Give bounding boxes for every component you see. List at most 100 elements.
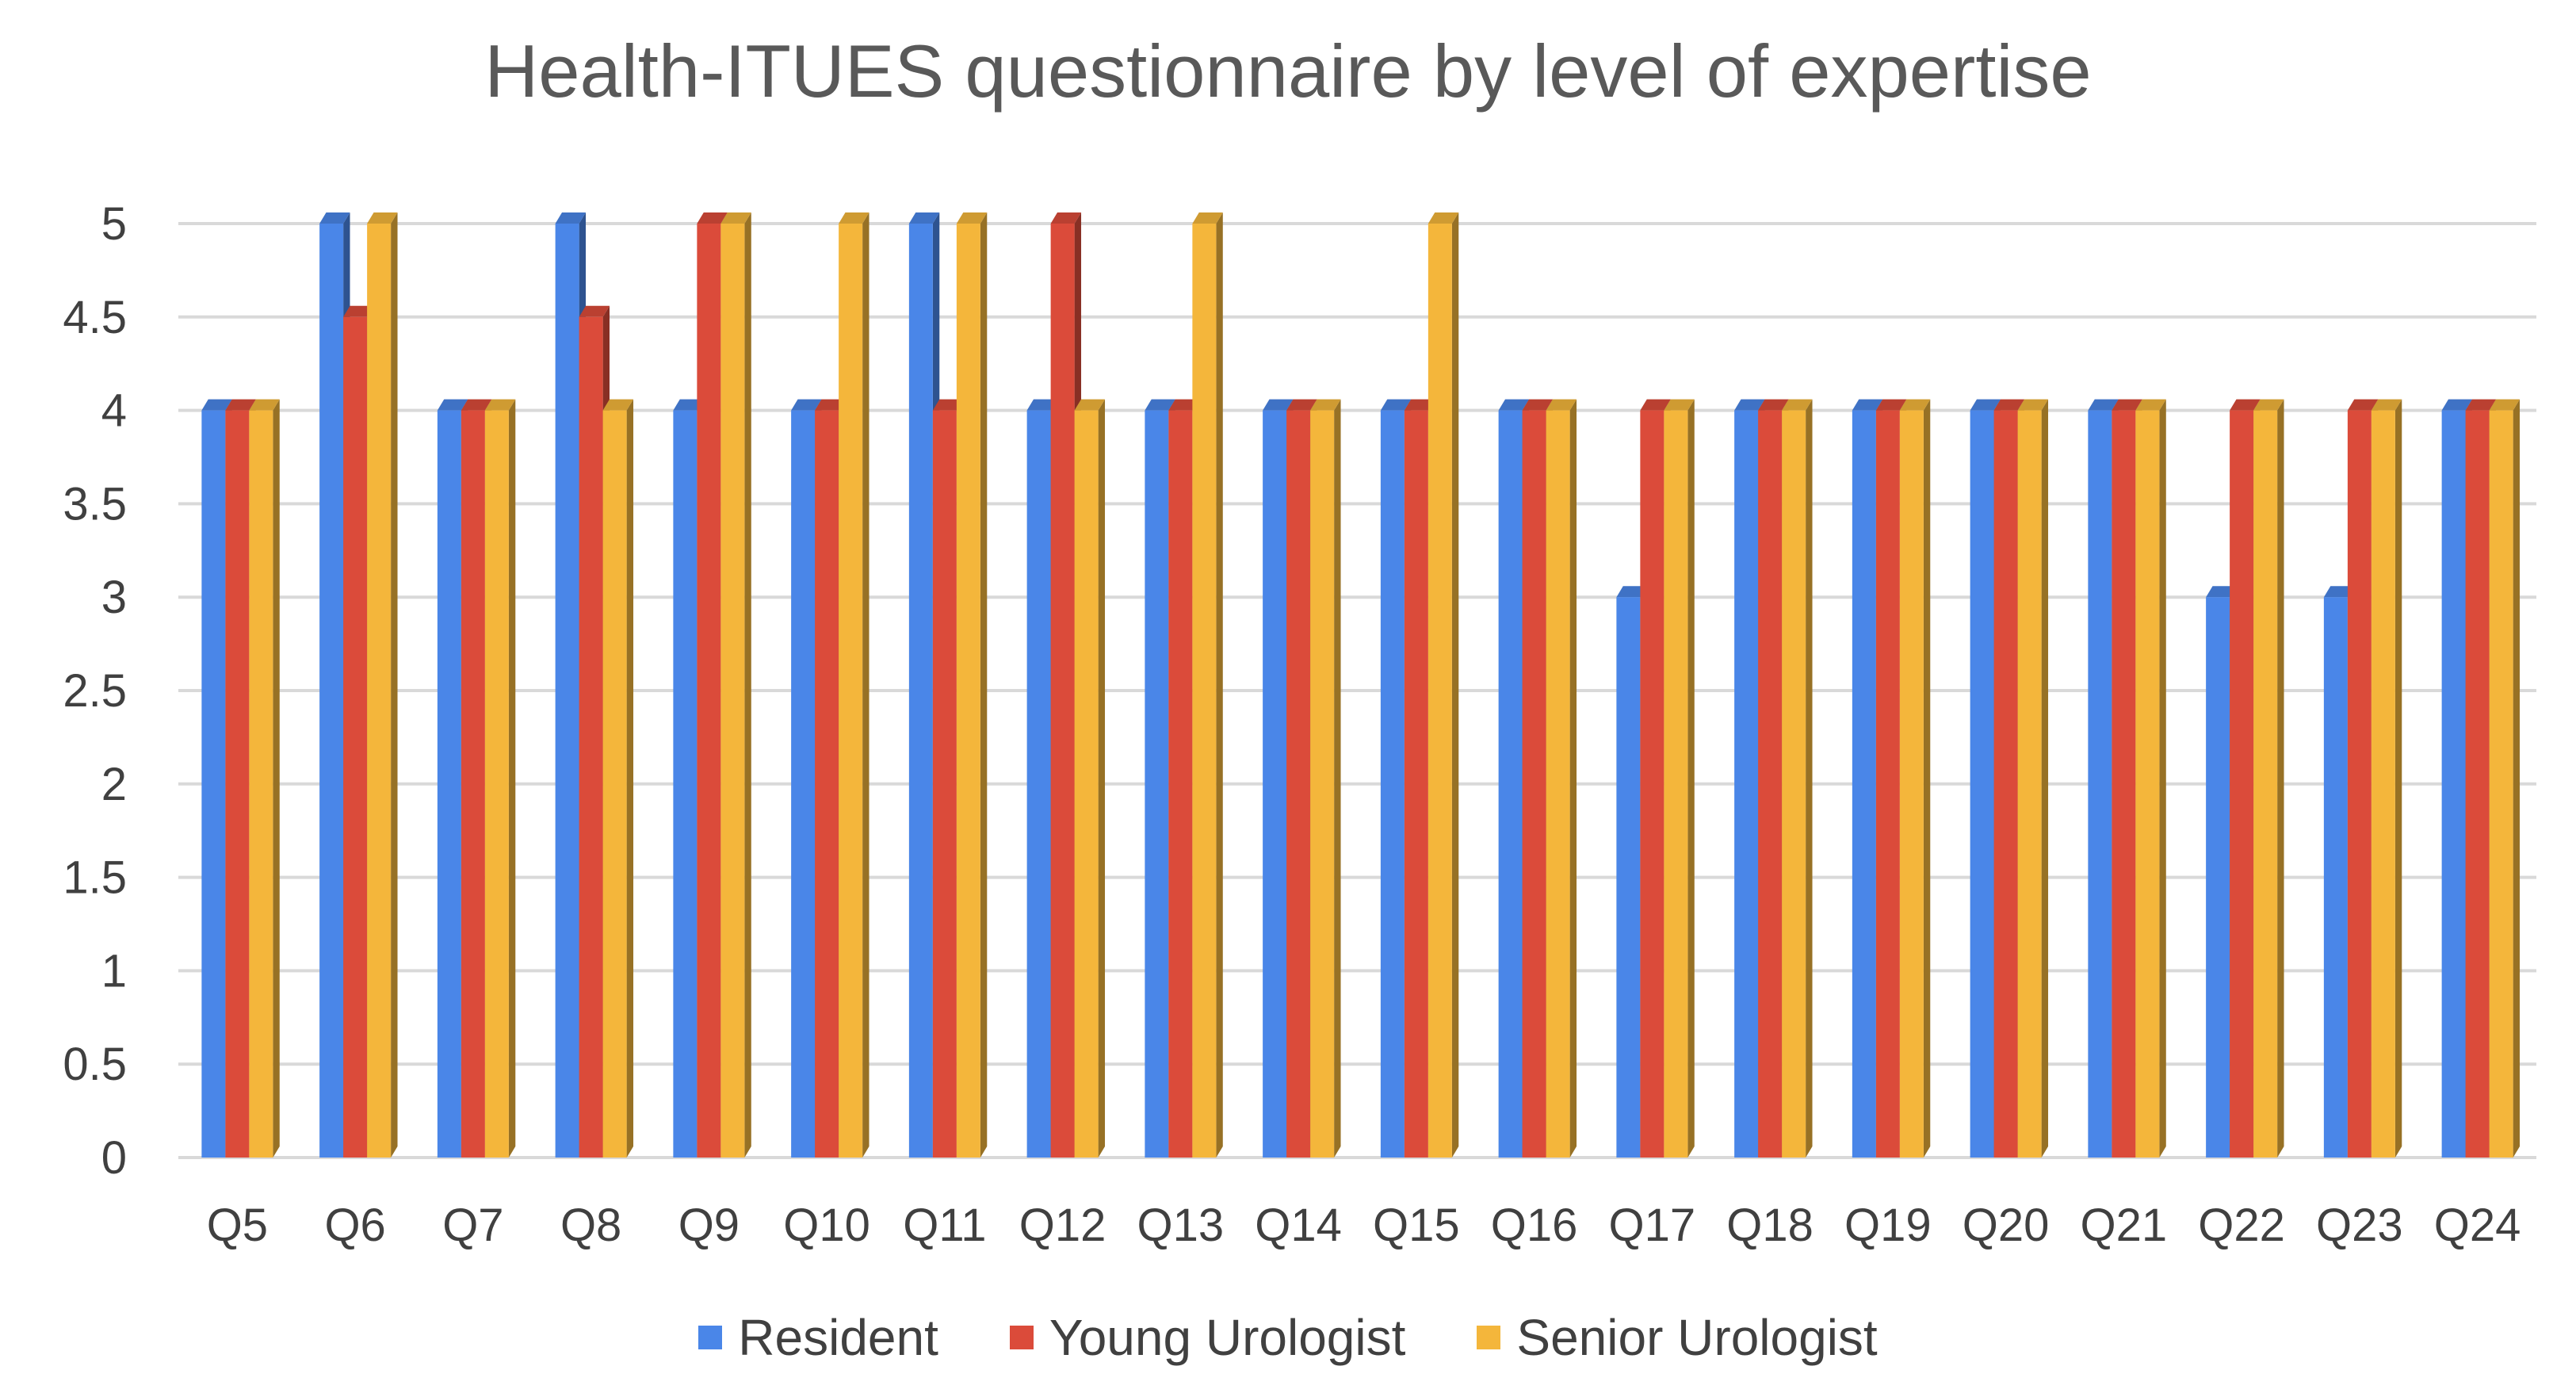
legend-item-young-urologist: Young Urologist xyxy=(1009,1308,1405,1367)
legend-label-senior-urologist: Senior Urologist xyxy=(1516,1309,1878,1366)
bar-top xyxy=(1758,399,1789,411)
bar-top xyxy=(249,399,280,411)
x-tick-label: Q11 xyxy=(903,1200,986,1251)
bar xyxy=(1498,410,1523,1158)
bar xyxy=(437,410,461,1158)
bar xyxy=(343,316,368,1158)
bar xyxy=(367,224,392,1158)
bar-side xyxy=(2513,399,2521,1158)
y-tick-label: 5 xyxy=(101,198,127,250)
bar-top xyxy=(437,399,468,411)
bar-top xyxy=(319,212,350,224)
bar xyxy=(1734,410,1759,1158)
bar-top xyxy=(2347,399,2379,411)
bar xyxy=(1380,410,1405,1158)
legend-item-resident: Resident xyxy=(698,1308,938,1367)
bar xyxy=(1899,410,1924,1158)
bar xyxy=(2347,410,2372,1158)
bar xyxy=(2371,410,2395,1158)
x-tick-label: Q15 xyxy=(1373,1200,1460,1251)
x-tick-label: Q10 xyxy=(783,1200,870,1251)
bar-side xyxy=(1806,399,1813,1158)
bar xyxy=(2206,597,2230,1158)
bar-top xyxy=(2230,399,2261,411)
y-tick-label: 1.5 xyxy=(63,852,127,904)
bar-top xyxy=(815,399,846,411)
bar-top xyxy=(1498,399,1530,411)
x-tick-label: Q18 xyxy=(1726,1200,1814,1251)
bar xyxy=(1782,410,1806,1158)
bar-top xyxy=(956,212,988,224)
bar xyxy=(2112,410,2136,1158)
bar-top xyxy=(2441,399,2473,411)
bar-top xyxy=(1522,399,1554,411)
bar xyxy=(1522,410,1546,1158)
y-tick-label: 3 xyxy=(101,572,127,623)
bar xyxy=(791,410,816,1158)
bar-top xyxy=(932,399,964,411)
bar-top xyxy=(1428,212,1459,224)
bar-top xyxy=(579,305,610,317)
bar xyxy=(673,410,698,1158)
bar-top xyxy=(1664,399,1695,411)
bar-top xyxy=(484,399,516,411)
x-tick-label: Q22 xyxy=(2198,1200,2285,1251)
bar-top xyxy=(602,399,634,411)
bar-top xyxy=(1404,399,1435,411)
bar-top xyxy=(2323,586,2355,598)
bar-top xyxy=(225,399,256,411)
bar xyxy=(1074,410,1099,1158)
bar-top xyxy=(2489,399,2521,411)
bar-top xyxy=(1074,399,1106,411)
bar-side xyxy=(2159,399,2166,1158)
bar-top xyxy=(2088,399,2119,411)
bar-top xyxy=(2017,399,2049,411)
y-tick-label: 0.5 xyxy=(63,1039,127,1090)
x-tick-label: Q12 xyxy=(1019,1200,1106,1251)
bar-top xyxy=(2112,399,2142,411)
bar-top xyxy=(1286,399,1317,411)
bar xyxy=(932,410,957,1158)
bar xyxy=(956,224,980,1158)
bar-top xyxy=(343,305,374,317)
bar-top xyxy=(1026,399,1058,411)
bar xyxy=(2135,410,2160,1158)
chart-title: Health-ITUES questionnaire by level of e… xyxy=(484,29,2092,113)
bar xyxy=(249,410,273,1158)
bar xyxy=(2253,410,2278,1158)
bar-top xyxy=(1899,399,1931,411)
bar-side xyxy=(1451,212,1459,1158)
bar-top xyxy=(1616,586,1647,598)
bar-top xyxy=(1852,399,1883,411)
x-tick-label: Q14 xyxy=(1255,1200,1342,1251)
bar-top xyxy=(1192,212,1223,224)
bar-top xyxy=(2135,399,2166,411)
bar-top xyxy=(555,212,587,224)
bar-top xyxy=(461,399,492,411)
bar xyxy=(2230,410,2254,1158)
y-tick-label: 4 xyxy=(101,385,127,437)
bar xyxy=(1145,410,1169,1158)
bar-top xyxy=(1168,399,1199,411)
bar-side xyxy=(980,212,988,1158)
bar-top xyxy=(2253,399,2284,411)
bar-side xyxy=(1216,212,1223,1158)
bar-side xyxy=(2277,399,2284,1158)
bar-top xyxy=(1970,399,2001,411)
bar xyxy=(461,410,485,1158)
x-tick-label: Q17 xyxy=(1609,1200,1696,1251)
bar xyxy=(201,410,226,1158)
bar-top xyxy=(673,399,704,411)
y-tick-label: 2.5 xyxy=(63,665,127,717)
bar-top xyxy=(1993,399,2025,411)
bar xyxy=(1664,410,1688,1158)
y-tick-label: 3.5 xyxy=(63,478,127,530)
bar xyxy=(815,410,839,1158)
y-tick-label: 0 xyxy=(101,1132,127,1184)
bar-top xyxy=(720,212,751,224)
bar-top xyxy=(1050,212,1082,224)
bar xyxy=(1404,410,1428,1158)
x-tick-label: Q20 xyxy=(1963,1200,2050,1251)
x-tick-label: Q8 xyxy=(560,1200,621,1251)
x-tick-label: Q7 xyxy=(442,1200,503,1251)
